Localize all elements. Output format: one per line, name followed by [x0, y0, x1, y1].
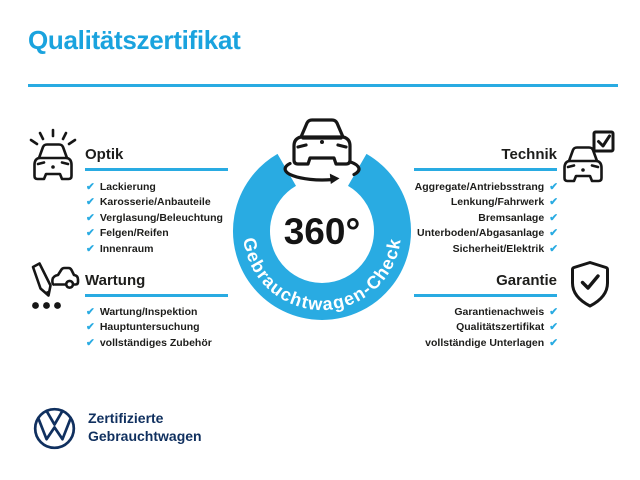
check-icon: ✔: [86, 196, 95, 208]
list-item: ✔ Hauptuntersuchung: [86, 320, 212, 336]
degree-label: 360°: [284, 211, 361, 252]
item-label: Felgen/Reifen: [99, 227, 169, 240]
list-item: ✔ Lackierung: [86, 179, 223, 195]
check-icon: ✔: [549, 321, 558, 333]
list-item: ✔ Karosserie/Anbauteile: [86, 195, 223, 211]
item-label: Wartung/Inspektion: [99, 305, 198, 318]
check-icon: ✔: [549, 227, 558, 239]
list-item: ✔ Wartung/Inspektion: [86, 304, 212, 320]
check-icon: ✔: [549, 305, 558, 318]
footer-claim-line1: Zertifizierte: [88, 410, 164, 426]
item-label: Innenraum: [99, 242, 154, 255]
list-item: Lenkung/Fahrwerk ✔: [415, 195, 558, 211]
garantie-item-list: Garantienachweis ✔ Qualitätszertifikat ✔ v…: [425, 304, 558, 351]
car-checkbox-icon: [560, 127, 618, 185]
page-title: Qualitätszertifikat: [28, 25, 241, 55]
title-divider: [28, 84, 618, 87]
section-title-optik: Optik: [85, 146, 228, 171]
list-item: ✔ Verglasung/Beleuchtung: [86, 210, 223, 226]
item-label: Sicherheit/Elektrik: [452, 242, 545, 255]
check-icon: ✔: [549, 196, 558, 208]
item-label: Lenkung/Fahrwerk: [450, 196, 545, 209]
check-icon: ✔: [86, 305, 95, 318]
check-icon: ✔: [549, 242, 558, 255]
item-label: Lackierung: [99, 180, 156, 193]
technik-item-list: Aggregate/Antriebsstrang ✔ Lenkung/Fahrwe…: [415, 179, 558, 257]
check-icon: ✔: [86, 321, 95, 333]
section-title-technik: Technik: [414, 146, 557, 171]
item-label: Bremsanlage: [478, 211, 545, 224]
item-label: vollständiges Zubehör: [99, 336, 212, 349]
shield-check-icon: [566, 258, 614, 314]
list-item: ✔ Innenraum: [86, 241, 223, 257]
optik-item-list: ✔ Lackierung ✔ Karosserie/Anbauteile ✔ Verg…: [86, 179, 223, 257]
item-label: vollständige Unterlagen: [425, 336, 545, 349]
item-label: Verglasung/Beleuchtung: [99, 211, 223, 224]
check-icon: ✔: [549, 180, 558, 193]
gebrauchtwagen-check-badge: Gebrauchtwagen-Check 360°: [233, 118, 411, 320]
list-item: Unterboden/Abgasanlage ✔: [415, 226, 558, 242]
item-label: Aggregate/Antriebsstrang: [414, 180, 545, 193]
car-rotate-icon: [283, 118, 361, 184]
item-label: Karosserie/Anbauteile: [99, 196, 211, 209]
item-label: Qualitätszertifikat: [456, 321, 545, 334]
list-item: Bremsanlage ✔: [415, 210, 558, 226]
vw-logo: [32, 406, 77, 456]
wartung-item-list: ✔ Wartung/Inspektion ✔ Hauptuntersuchung ✔…: [86, 304, 212, 351]
check-icon: ✔: [86, 336, 95, 349]
car-shine-icon: [25, 127, 81, 183]
list-item: Aggregate/Antriebsstrang ✔: [415, 179, 558, 195]
check-icon: ✔: [549, 211, 558, 224]
footer-claim: Zertifizierte Gebrauchtwagen: [88, 409, 202, 445]
section-title-garantie: Garantie: [414, 272, 557, 297]
check-icon: ✔: [86, 227, 95, 239]
list-item: ✔ Felgen/Reifen: [86, 226, 223, 242]
footer-claim-line2: Gebrauchtwagen: [88, 428, 202, 444]
check-icon: ✔: [86, 211, 95, 224]
list-item: ✔ vollständiges Zubehör: [86, 335, 212, 351]
service-checklist-icon: [25, 259, 81, 315]
item-label: Unterboden/Abgasanlage: [417, 227, 545, 240]
list-item: vollständige Unterlagen ✔: [425, 335, 558, 351]
item-label: Garantienachweis: [454, 305, 545, 318]
check-icon: ✔: [86, 180, 95, 193]
list-item: Sicherheit/Elektrik ✔: [415, 241, 558, 257]
section-title-wartung: Wartung: [85, 272, 228, 297]
list-item: Qualitätszertifikat ✔: [425, 320, 558, 336]
list-item: Garantienachweis ✔: [425, 304, 558, 320]
check-icon: ✔: [549, 336, 558, 349]
ring-arc: [233, 153, 411, 320]
item-label: Hauptuntersuchung: [99, 321, 200, 334]
check-icon: ✔: [86, 242, 95, 255]
